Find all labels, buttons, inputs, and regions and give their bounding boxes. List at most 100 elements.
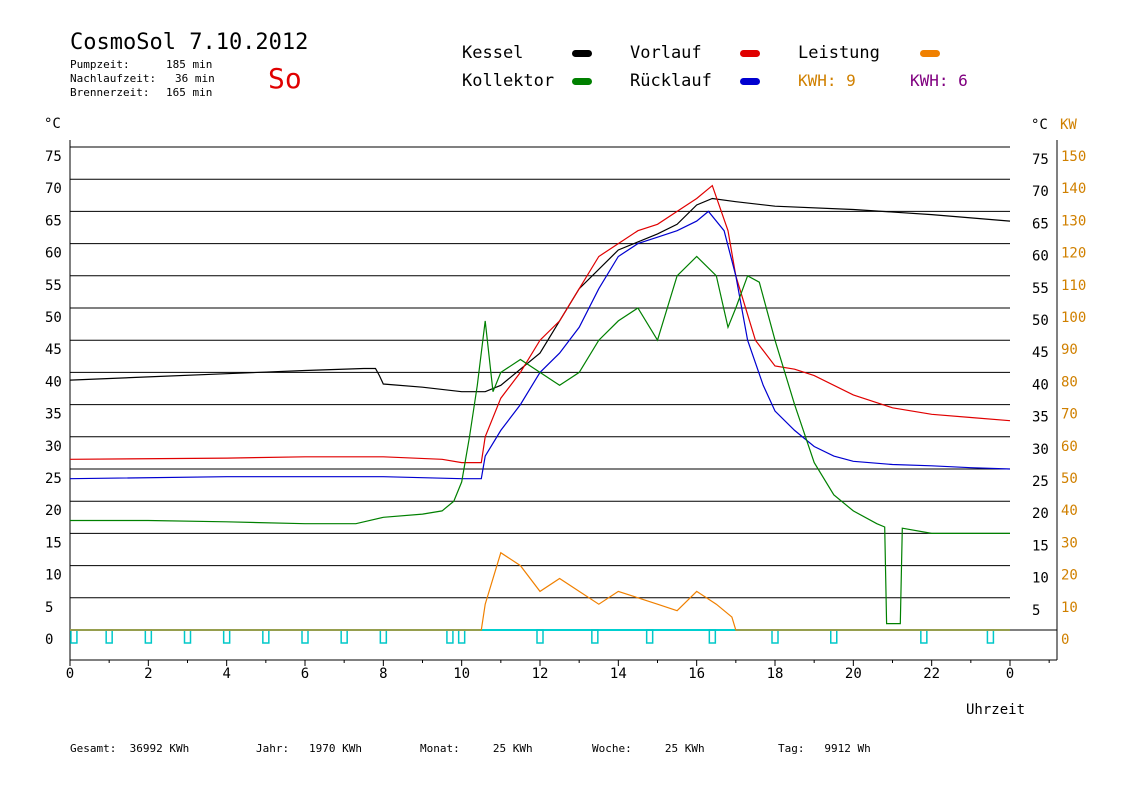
legend-vorlauf-swatch	[740, 50, 760, 57]
series-line-kessel	[69, 197, 1011, 393]
legend-ruecklauf-label: Rücklauf	[630, 71, 712, 91]
pump-marker	[379, 629, 388, 644]
footer-woche: Woche: 25 KWh	[592, 742, 705, 755]
y-tick-label-right: 65	[1032, 216, 1049, 232]
footer-gesamt: Gesamt: 36992 KWh	[70, 742, 190, 755]
x-tick-label: 0	[66, 666, 74, 682]
stat-brennerzeit: Brennerzeit: 165 min	[70, 86, 212, 99]
pump-marker	[262, 629, 270, 644]
stat-value: 165 min	[166, 86, 213, 99]
pump-marker	[70, 629, 78, 644]
y-tick-label-right: 40	[1032, 377, 1049, 393]
series-line-rcklauf	[69, 210, 1011, 480]
y-axis-unit-right: °C	[1031, 117, 1048, 133]
series-line-kollektor	[70, 255, 1010, 625]
y-tick-label-right: 50	[1032, 313, 1049, 329]
y-tick-label-left: 10	[45, 568, 62, 584]
x-axis-label: Uhrzeit	[966, 702, 1025, 718]
stat-pumpzeit: Pumpzeit: 185 min	[70, 58, 212, 71]
y-tick-label-right: 10	[1032, 571, 1049, 587]
y-tick-label-left: 25	[45, 471, 62, 487]
stat-value: 36 min	[175, 72, 215, 85]
pump-marker	[536, 629, 544, 644]
y-tick-label-right: 25	[1032, 474, 1049, 490]
pump-marker	[920, 629, 928, 644]
pump-marker	[708, 629, 717, 644]
y2-tick-label: 100	[1061, 310, 1086, 326]
legend-kessel-label: Kessel	[462, 43, 524, 63]
y-tick-label-left: 55	[45, 278, 62, 294]
y-tick-label-right: 70	[1032, 184, 1049, 200]
y2-tick-label: 40	[1061, 503, 1078, 519]
y-tick-label-right: 15	[1032, 538, 1049, 554]
y-tick-label-left: 60	[45, 246, 62, 262]
x-tick-label: 8	[379, 666, 387, 682]
stat-label: Brennerzeit:	[70, 86, 150, 99]
series-line-vorlauf	[69, 184, 1011, 464]
y2-tick-label: 80	[1061, 374, 1078, 390]
y-tick-label-left: 35	[45, 407, 62, 423]
y-tick-label-right: 75	[1032, 152, 1049, 168]
x-tick-label: 6	[301, 666, 309, 682]
legend-leistung-label: Leistung	[798, 43, 880, 63]
x-tick-label: 14	[610, 666, 627, 682]
stat-nachlaufzeit: Nachlaufzeit: 36 min	[70, 72, 215, 85]
y-tick-label-left: 5	[45, 600, 53, 616]
stat-label: Nachlaufzeit:	[70, 72, 157, 85]
legend-vorlauf-label: Vorlauf	[630, 43, 702, 63]
series-line-leistung	[70, 551, 1010, 631]
y-tick-label-right: 60	[1032, 249, 1049, 265]
y2-tick-label: 0	[1061, 632, 1069, 648]
y-tick-label-left: 40	[45, 374, 62, 390]
pump-marker	[105, 629, 113, 644]
y-tick-label-left: 50	[45, 310, 62, 326]
pump-marker	[457, 629, 466, 644]
y-axis-unit-left: °C	[44, 116, 61, 132]
x-tick-label: 10	[453, 666, 470, 682]
y2-tick-label: 90	[1061, 342, 1078, 358]
x-tick-label: 20	[845, 666, 862, 682]
footer-monat: Monat: 25 KWh	[420, 742, 533, 755]
legend-kollektor-swatch	[572, 78, 592, 85]
kwh-purple-label: KWH: 6	[910, 71, 968, 90]
x-tick-label: 16	[688, 666, 705, 682]
pump-marker	[830, 629, 838, 644]
legend-kollektor-label: Kollektor	[462, 71, 555, 91]
y2-tick-label: 130	[1061, 213, 1086, 229]
y-tick-label-left: 65	[45, 213, 62, 229]
y-tick-label-left: 20	[45, 503, 62, 519]
x-tick-label: 12	[532, 666, 549, 682]
y-tick-label-left: 75	[45, 149, 62, 165]
y2-tick-label: 30	[1061, 535, 1078, 551]
y-tick-label-right: 35	[1032, 410, 1049, 426]
stat-value: 185 min	[166, 58, 213, 71]
y2-tick-label: 10	[1061, 600, 1078, 616]
y2-tick-label: 60	[1061, 439, 1078, 455]
y2-tick-label: 140	[1061, 181, 1086, 197]
y-tick-label-right: 30	[1032, 442, 1049, 458]
y-tick-label-right: 20	[1032, 506, 1049, 522]
y-tick-label-left: 70	[45, 181, 62, 197]
y2-tick-label: 120	[1061, 246, 1086, 262]
y2-tick-label: 20	[1061, 568, 1078, 584]
pump-marker	[144, 629, 153, 644]
y2-tick-label: 70	[1061, 407, 1078, 423]
pump-marker	[301, 629, 309, 644]
pump-marker	[645, 629, 654, 644]
pump-marker	[771, 629, 779, 644]
y-tick-label-left: 0	[45, 632, 53, 648]
y2-tick-label: 150	[1061, 149, 1086, 165]
y2-tick-label: 110	[1061, 278, 1086, 294]
x-tick-label: 2	[144, 666, 152, 682]
pump-marker	[446, 629, 454, 644]
pump-marker	[986, 629, 995, 644]
legend-kessel-swatch	[572, 50, 592, 57]
legend-ruecklauf-swatch	[740, 78, 760, 85]
y-tick-label-left: 15	[45, 535, 62, 551]
y2-tick-label: 50	[1061, 471, 1078, 487]
footer-jahr: Jahr: 1970 KWh	[256, 742, 362, 755]
y-tick-label-right: 55	[1032, 281, 1049, 297]
weekday-label: So	[268, 62, 302, 95]
pump-marker	[222, 629, 231, 644]
y-tick-label-left: 30	[45, 439, 62, 455]
